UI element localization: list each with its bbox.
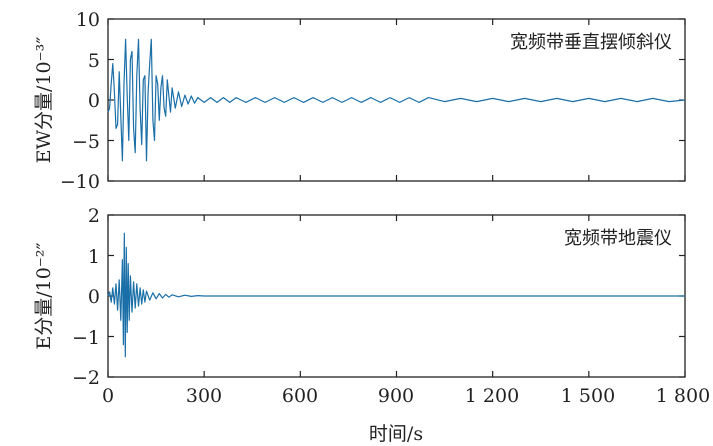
legend-series-tilt: 宽频带垂直摆倾斜仪 bbox=[510, 32, 672, 53]
x-tick-0: 0 bbox=[102, 385, 114, 407]
y-tick-0b: 0 bbox=[88, 286, 100, 308]
series-line bbox=[108, 39, 685, 161]
panel-bottom: 宽频带地震仪 2 1 0 −1 −2 E分量/10⁻²″ bbox=[33, 205, 685, 389]
y-tick-2: 2 bbox=[88, 205, 100, 227]
y-tick-minus5: −5 bbox=[72, 131, 100, 153]
panel-top: 宽频带垂直摆倾斜仪 10 5 0 −5 −10 EW分量/10⁻³″ bbox=[33, 9, 685, 193]
x-tick-600: 600 bbox=[282, 385, 318, 407]
panel-bottom-series bbox=[108, 233, 685, 357]
x-tick-900: 900 bbox=[378, 385, 414, 407]
y-axis-label-top: EW分量/10⁻³″ bbox=[33, 37, 55, 164]
y-tick-minus10: −10 bbox=[60, 171, 100, 193]
y-tick-0: 0 bbox=[88, 90, 100, 112]
y-tick-minus1: −1 bbox=[72, 327, 100, 349]
y-axis-label-bottom: E分量/10⁻²″ bbox=[33, 242, 55, 349]
x-axis-label: 时间/s bbox=[369, 423, 423, 445]
panel-top-series bbox=[108, 39, 685, 161]
y-tick-1: 1 bbox=[88, 246, 100, 268]
x-tick-1500: 1 500 bbox=[561, 385, 615, 407]
y-tick-minus2: −2 bbox=[72, 367, 100, 389]
series-line bbox=[108, 233, 685, 357]
x-tick-300: 300 bbox=[186, 385, 222, 407]
y-tick-5: 5 bbox=[88, 50, 100, 72]
x-tick-1200: 1 200 bbox=[465, 385, 519, 407]
x-tick-1800: 1 800 bbox=[656, 385, 710, 407]
y-tick-10: 10 bbox=[76, 9, 100, 31]
x-axis-ticks: 0 300 600 900 1 200 1 500 1 800 bbox=[102, 385, 710, 407]
legend-series-seismometer: 宽频带地震仪 bbox=[564, 228, 672, 249]
